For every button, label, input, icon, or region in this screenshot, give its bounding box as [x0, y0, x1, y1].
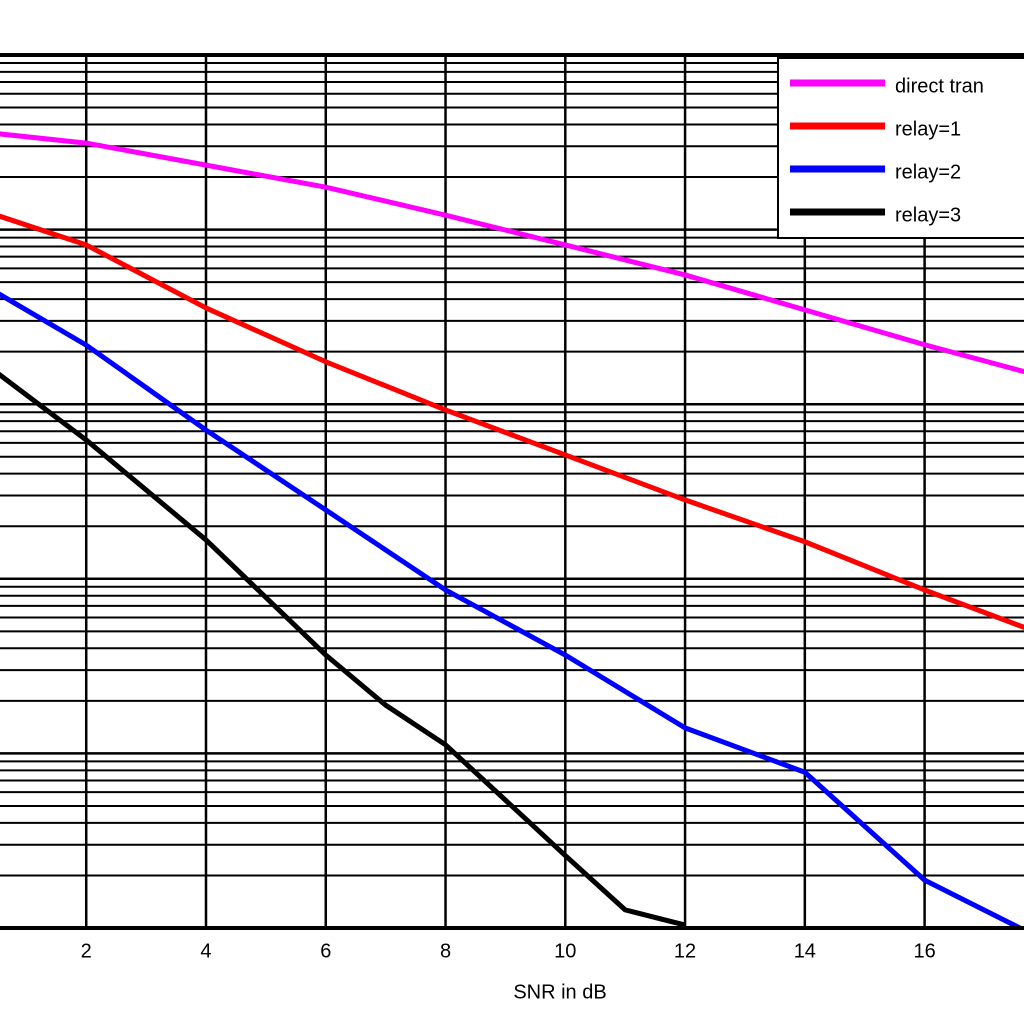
x-tick-label: 8	[440, 940, 451, 962]
plot-frame	[0, 53, 1024, 930]
series-line	[0, 291, 1024, 928]
x-tick-label: 16	[913, 940, 935, 962]
legend: direct tran relay=1 relay=2 relay=3	[777, 57, 1024, 239]
lines	[0, 131, 1024, 928]
series-line	[0, 213, 1024, 630]
legend-label: direct tran	[895, 75, 984, 97]
legend-label: relay=2	[895, 161, 961, 183]
series-line	[0, 371, 686, 928]
x-tick-label: 12	[674, 940, 696, 962]
legend-label: relay=3	[895, 204, 961, 226]
x-tick-label: 6	[320, 940, 331, 962]
legend-label: relay=1	[895, 118, 961, 140]
legend-box	[777, 57, 1024, 239]
x-tick-label: 4	[200, 940, 211, 962]
x-tick-label: 10	[554, 940, 576, 962]
x-axis-label: SNR in dB	[513, 981, 606, 1003]
x-tick-label: 14	[794, 940, 816, 962]
x-tick-label: 2	[81, 940, 92, 962]
series-line	[0, 131, 1024, 375]
